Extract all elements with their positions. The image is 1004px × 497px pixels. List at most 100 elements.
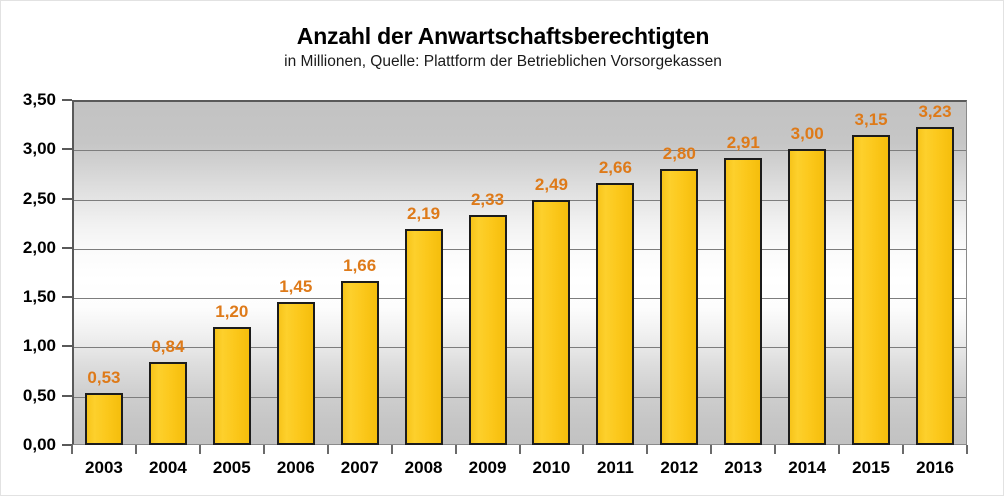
x-tick-label: 2003 xyxy=(85,458,123,477)
page-title: Anzahl der Anwartschaftsberechtigten xyxy=(296,23,710,49)
bar-value-label: 2,80 xyxy=(662,144,696,163)
x-tick-mark xyxy=(262,445,265,454)
bars-layer: 0,53 0,84 1,20 1,45 1,66 2,19 2,33 2,49 2,66 2,80… xyxy=(72,100,967,445)
bar-value-label: 2,91 xyxy=(726,133,760,153)
y-tick-mark xyxy=(62,99,72,101)
y-tick-mark xyxy=(62,296,72,299)
bar[interactable] xyxy=(468,215,507,445)
bar-slot: 2,33 xyxy=(456,100,520,445)
y-tick-label: 3,00 xyxy=(22,139,56,159)
bar-slot: 1,45 xyxy=(264,100,328,445)
x-tick-label: 2006 xyxy=(276,458,315,477)
gridline xyxy=(74,396,966,398)
x-axis: 2003 2004 2005 2006 2007 2008 2009 2010 2011 2012… xyxy=(71,445,968,497)
bar[interactable] xyxy=(340,281,379,445)
bar-slot: 0,84 xyxy=(136,100,200,445)
bar-slot: 2,19 xyxy=(392,100,456,445)
bar[interactable] xyxy=(916,126,955,445)
y-tick-mark xyxy=(62,197,72,200)
bar-value-label: 1,66 xyxy=(343,256,377,276)
y-tick-mark xyxy=(62,444,72,446)
gridline xyxy=(74,199,966,201)
x-tick-mark xyxy=(71,445,73,454)
x-tick-label: 2008 xyxy=(404,458,443,477)
gridline xyxy=(74,248,966,250)
bar-slot: 2,80 xyxy=(647,100,711,445)
bar[interactable] xyxy=(84,392,123,445)
x-tick-mark xyxy=(326,445,329,454)
bar-slot: 0,53 xyxy=(72,100,136,445)
bar[interactable] xyxy=(852,134,891,445)
y-tick-label: 0,50 xyxy=(22,385,56,405)
y-tick-mark xyxy=(62,148,72,151)
bar-value-label: 2,19 xyxy=(407,204,441,224)
y-tick-label: 1,50 xyxy=(22,287,56,307)
x-tick-label: 2009 xyxy=(468,458,507,477)
x-tick-label: 2007 xyxy=(340,458,379,477)
bar-value-label: 3,23 xyxy=(918,101,952,121)
bar[interactable] xyxy=(788,149,827,445)
bar-slot: 2,91 xyxy=(711,100,775,445)
x-tick-mark xyxy=(838,445,841,454)
title-block: Anzahl der Anwartschaftsberechtigten in … xyxy=(1,23,1004,71)
x-tick-mark xyxy=(518,445,521,454)
x-tick-mark xyxy=(902,445,905,454)
bar-slot: 3,15 xyxy=(839,100,903,445)
bar-value-label: 3,15 xyxy=(854,109,888,129)
bar-value-label: 2,66 xyxy=(598,157,632,177)
chart-subtitle: in Millionen, Quelle: Plattform der Betr… xyxy=(284,53,722,71)
y-tick-mark xyxy=(62,246,72,249)
x-tick-mark xyxy=(966,445,968,454)
bar[interactable] xyxy=(596,182,635,445)
y-axis: 0,00 0,50 1,00 1,50 2,00 2,50 3,00 3,50 xyxy=(1,90,72,454)
x-tick-label: 2014 xyxy=(788,458,827,477)
bar[interactable] xyxy=(404,229,443,445)
gridline xyxy=(74,298,966,300)
bar-slot: 3,23 xyxy=(903,100,967,445)
x-tick-label: 2010 xyxy=(532,458,571,477)
x-tick-mark xyxy=(774,445,777,454)
x-tick-label: 2016 xyxy=(916,458,954,477)
bar-slot: 2,49 xyxy=(520,100,584,445)
x-tick-mark xyxy=(390,445,393,454)
bar-slot: 1,66 xyxy=(328,100,392,445)
x-tick-mark xyxy=(198,445,201,454)
x-tick-mark xyxy=(582,445,585,454)
x-tick-mark xyxy=(454,445,457,454)
bar[interactable] xyxy=(212,326,251,445)
bar[interactable] xyxy=(148,362,187,445)
y-tick-label: 2,50 xyxy=(22,188,56,208)
bar-value-label: 2,49 xyxy=(534,174,568,194)
y-tick-label: 0,00 xyxy=(22,435,56,454)
bar-value-label: 0,84 xyxy=(151,337,185,357)
bar-value-label: 1,20 xyxy=(215,301,249,321)
gridline xyxy=(74,150,966,152)
x-tick-label: 2012 xyxy=(660,458,699,477)
y-tick-mark xyxy=(62,394,72,397)
x-tick-mark xyxy=(710,445,713,454)
bar-value-label: 3,00 xyxy=(790,124,824,144)
gridline xyxy=(74,347,966,349)
x-tick-label: 2004 xyxy=(148,458,187,477)
x-tick-label: 2015 xyxy=(852,458,891,477)
y-tick-label: 2,00 xyxy=(22,237,56,257)
x-tick-label: 2011 xyxy=(596,458,634,477)
bar[interactable] xyxy=(724,158,763,445)
x-tick-mark xyxy=(134,445,137,454)
bar[interactable] xyxy=(276,302,315,445)
x-tick-label: 2005 xyxy=(212,458,251,477)
bar[interactable] xyxy=(532,199,571,445)
y-tick-label: 1,00 xyxy=(22,336,56,356)
x-tick-mark xyxy=(646,445,649,454)
bar-slot: 2,66 xyxy=(583,100,647,445)
bar-slot: 1,20 xyxy=(200,100,264,445)
x-tick-label: 2013 xyxy=(724,458,763,477)
bar-value-label: 2,33 xyxy=(470,190,505,210)
y-tick-label: 3,50 xyxy=(22,90,56,109)
bar-value-label: 0,53 xyxy=(87,367,121,387)
bar-value-label: 1,45 xyxy=(279,277,313,297)
bar-slot: 3,00 xyxy=(775,100,839,445)
bar[interactable] xyxy=(660,169,699,445)
y-tick-mark xyxy=(62,345,72,348)
